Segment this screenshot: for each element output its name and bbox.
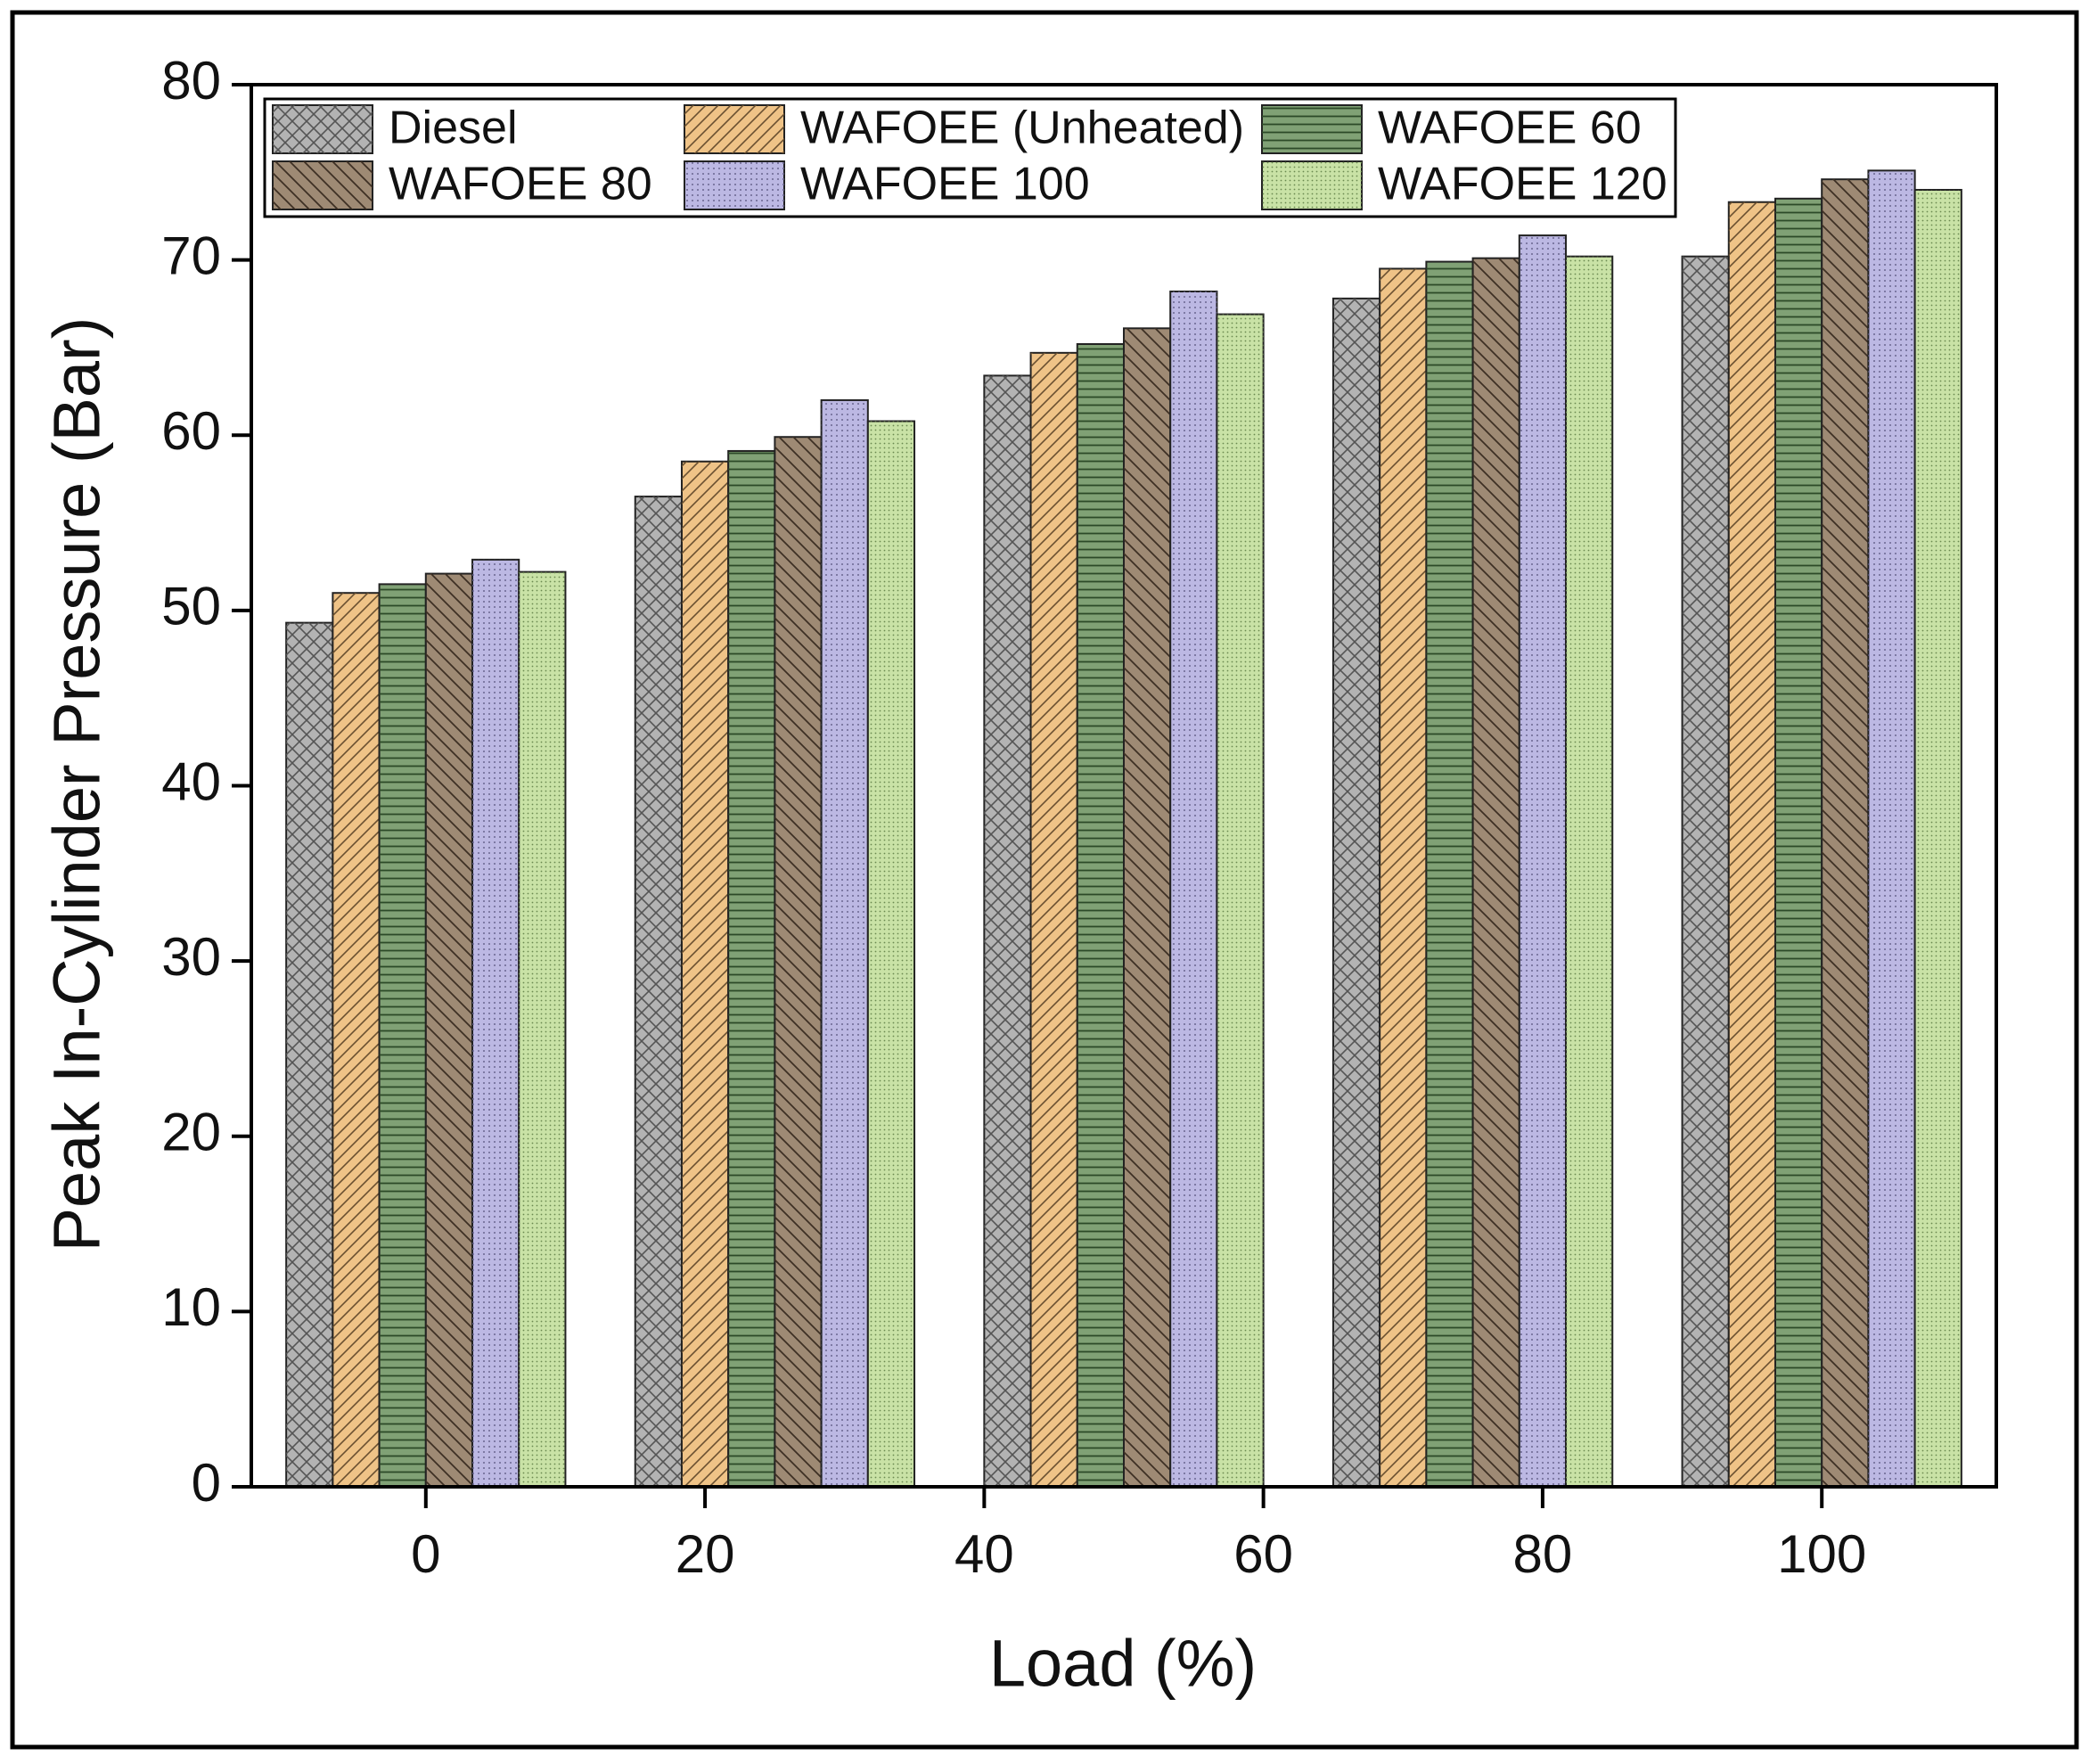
- y-tick-label: 70: [161, 226, 221, 285]
- bar-hatch: [1170, 291, 1217, 1488]
- x-tick-label: 100: [1777, 1524, 1866, 1584]
- y-tick-label: 80: [161, 51, 221, 111]
- bar-hatch: [1566, 256, 1613, 1487]
- legend-swatch-hatch: [1262, 105, 1362, 153]
- bar-hatch: [1217, 314, 1264, 1487]
- y-tick-label: 50: [161, 577, 221, 636]
- bar-hatch: [332, 593, 380, 1487]
- bar-hatch: [1822, 179, 1869, 1488]
- bar-hatch: [1914, 189, 1962, 1488]
- x-tick-label: 40: [954, 1524, 1014, 1584]
- y-axis-title: Peak In-Cylinder Pressure (Bar): [40, 317, 114, 1252]
- x-tick-label: 60: [1233, 1524, 1293, 1584]
- bar-hatch: [635, 496, 682, 1487]
- bar-hatch: [821, 399, 868, 1487]
- y-tick-label: 30: [161, 927, 221, 987]
- legend-label: WAFOEE 120: [1378, 159, 1667, 210]
- frame: [10, 10, 2079, 1750]
- bar-hatch: [379, 584, 426, 1487]
- legend-swatch-hatch: [273, 161, 373, 209]
- bar-hatch: [1682, 256, 1729, 1487]
- y-tick-label: 0: [192, 1453, 221, 1513]
- bar-hatch: [1077, 344, 1124, 1487]
- y-tick-label: 60: [161, 401, 221, 461]
- bar-hatch: [425, 573, 473, 1487]
- x-axis-title: Load (%): [989, 1627, 1257, 1701]
- y-tick-label: 20: [161, 1103, 221, 1162]
- bar-hatch: [1426, 261, 1473, 1487]
- legend-swatch-hatch: [273, 105, 373, 153]
- legend-label: WAFOEE 100: [800, 159, 1090, 210]
- legend-label: Diesel: [389, 103, 518, 154]
- bar-hatch: [1868, 170, 1915, 1488]
- y-tick-label: 40: [161, 751, 221, 811]
- bar-hatch: [519, 571, 566, 1488]
- bar-hatch: [681, 461, 729, 1487]
- bar-hatch: [1519, 235, 1567, 1487]
- x-tick-label: 0: [411, 1524, 440, 1584]
- x-tick-label: 80: [1513, 1524, 1573, 1584]
- bar-hatch: [867, 421, 915, 1487]
- legend-swatch-hatch: [1262, 161, 1362, 209]
- bar-hatch: [1380, 268, 1427, 1487]
- legend-label: WAFOEE 80: [389, 159, 652, 210]
- bar-hatch: [1472, 258, 1520, 1488]
- bar-hatch: [984, 375, 1031, 1488]
- legend-swatch-hatch: [684, 161, 784, 209]
- legend-swatch-hatch: [684, 105, 784, 153]
- bar-hatch: [1030, 352, 1077, 1488]
- bar-hatch: [1124, 328, 1171, 1488]
- y-tick-label: 10: [161, 1277, 221, 1337]
- bar-hatch: [472, 559, 520, 1487]
- bar-hatch: [1728, 201, 1775, 1487]
- bar-hatch: [1774, 198, 1823, 1487]
- bar-hatch: [728, 450, 775, 1487]
- x-tick-label: 20: [676, 1524, 735, 1584]
- legend-label: WAFOEE 60: [1378, 103, 1642, 154]
- bar-hatch: [286, 622, 333, 1487]
- legend-label: WAFOEE (Unheated): [800, 103, 1244, 154]
- bar-hatch: [1332, 298, 1380, 1487]
- legend-box: [263, 97, 1677, 218]
- bar-hatch: [774, 437, 822, 1487]
